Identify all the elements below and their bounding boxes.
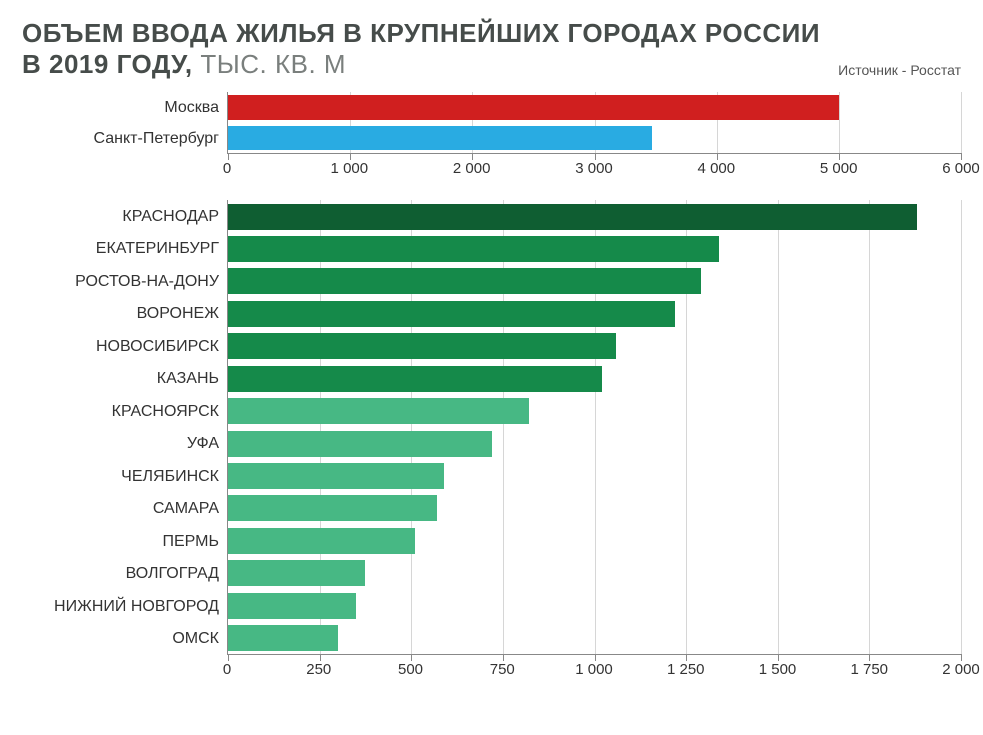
category-label: УФА [22,428,227,461]
bar [228,366,602,392]
x-axis: 01 0002 0003 0004 0005 0006 000 [227,154,961,180]
bar-row [228,298,961,330]
bar [228,268,701,294]
bar [228,593,356,619]
gridline [961,92,962,153]
bar [228,126,652,150]
axis-tick-label: 1 000 [575,661,613,678]
bar [228,236,719,262]
category-label: РОСТОВ-НА-ДОНУ [22,265,227,298]
axis-tick [961,153,962,160]
axis-tick-label: 6 000 [942,160,980,177]
category-label: НОВОСИБИРСК [22,330,227,363]
category-label: ВОЛГОГРАД [22,558,227,591]
y-labels: КРАСНОДАРЕКАТЕРИНБУРГРОСТОВ-НА-ДОНУВОРОН… [22,200,227,655]
axis-tick-label: 1 500 [759,661,797,678]
axis-tick-label: 1 750 [850,661,888,678]
bar [228,560,365,586]
bar-row [228,492,961,524]
bar [228,95,839,119]
axis-tick-label: 0 [223,661,231,678]
category-label: Москва [22,92,227,123]
category-label: ЕКАТЕРИНБУРГ [22,233,227,266]
top-bar-chart: МоскваСанкт-Петербург 0 1 000 2 000 3 000 4 0… [22,92,961,180]
category-label: Санкт-Петербург [22,123,227,154]
title-line2-strong: В 2019 ГОДУ, [22,49,193,79]
category-label: КРАСНОДАР [22,200,227,233]
bottom-bar-chart: КРАСНОДАРЕКАТЕРИНБУРГРОСТОВ-НА-ДОНУВОРОН… [22,200,961,681]
category-label: ЧЕЛЯБИНСК [22,460,227,493]
bar-row [228,362,961,394]
category-label: ВОРОНЕЖ [22,298,227,331]
bar [228,301,675,327]
category-label: КРАСНОЯРСК [22,395,227,428]
axis-tick-label: 1 250 [667,661,705,678]
category-label: ОМСК [22,623,227,656]
source-label: Источник - Росстат [838,62,961,78]
axis-tick-label: 5 000 [820,160,858,177]
axis-tick-label: 750 [490,661,515,678]
x-axis: 02505007501 0001 2501 5001 7502 000 [227,655,961,681]
bar [228,495,437,521]
title-line2-sub: ТЫС. КВ. М [193,49,346,79]
bar-row [228,123,961,154]
bar [228,398,529,424]
bar-row [228,265,961,297]
chart-title: ОБЪЕМ ВВОДА ЖИЛЬЯ В КРУПНЕЙШИХ ГОРОДАХ Р… [22,18,961,80]
bar-row [228,200,961,232]
gridline [961,200,962,654]
bar-row [228,92,961,123]
bar-row [228,330,961,362]
plot-area [227,92,961,154]
category-label: САМАРА [22,493,227,526]
axis-tick [961,654,962,661]
bar-row [228,460,961,492]
bar [228,204,917,230]
bar-row [228,525,961,557]
bar-row [228,589,961,621]
y-labels: МоскваСанкт-Петербург [22,92,227,154]
category-label: ПЕРМЬ [22,525,227,558]
axis-tick-label: 0 [223,160,231,177]
axis-tick-label: 4 000 [698,160,736,177]
bar-row [228,622,961,654]
bar [228,625,338,651]
chart-header: ОБЪЕМ ВВОДА ЖИЛЬЯ В КРУПНЕЙШИХ ГОРОДАХ Р… [22,18,961,80]
bar-row [228,427,961,459]
axis-tick-label: 2 000 [942,661,980,678]
axis-tick-label: 250 [306,661,331,678]
bar [228,333,616,359]
axis-tick-label: 1 000 [331,160,369,177]
category-label: НИЖНИЙ НОВГОРОД [22,590,227,623]
axis-tick-label: 500 [398,661,423,678]
axis-tick-label: 3 000 [575,160,613,177]
bar-row [228,395,961,427]
bar-row [228,557,961,589]
plot-area [227,200,961,655]
bar-row [228,233,961,265]
axis-tick-label: 2 000 [453,160,491,177]
bar [228,431,492,457]
bar [228,463,444,489]
category-label: КАЗАНЬ [22,363,227,396]
bar [228,528,415,554]
title-line1: ОБЪЕМ ВВОДА ЖИЛЬЯ В КРУПНЕЙШИХ ГОРОДАХ Р… [22,18,820,48]
